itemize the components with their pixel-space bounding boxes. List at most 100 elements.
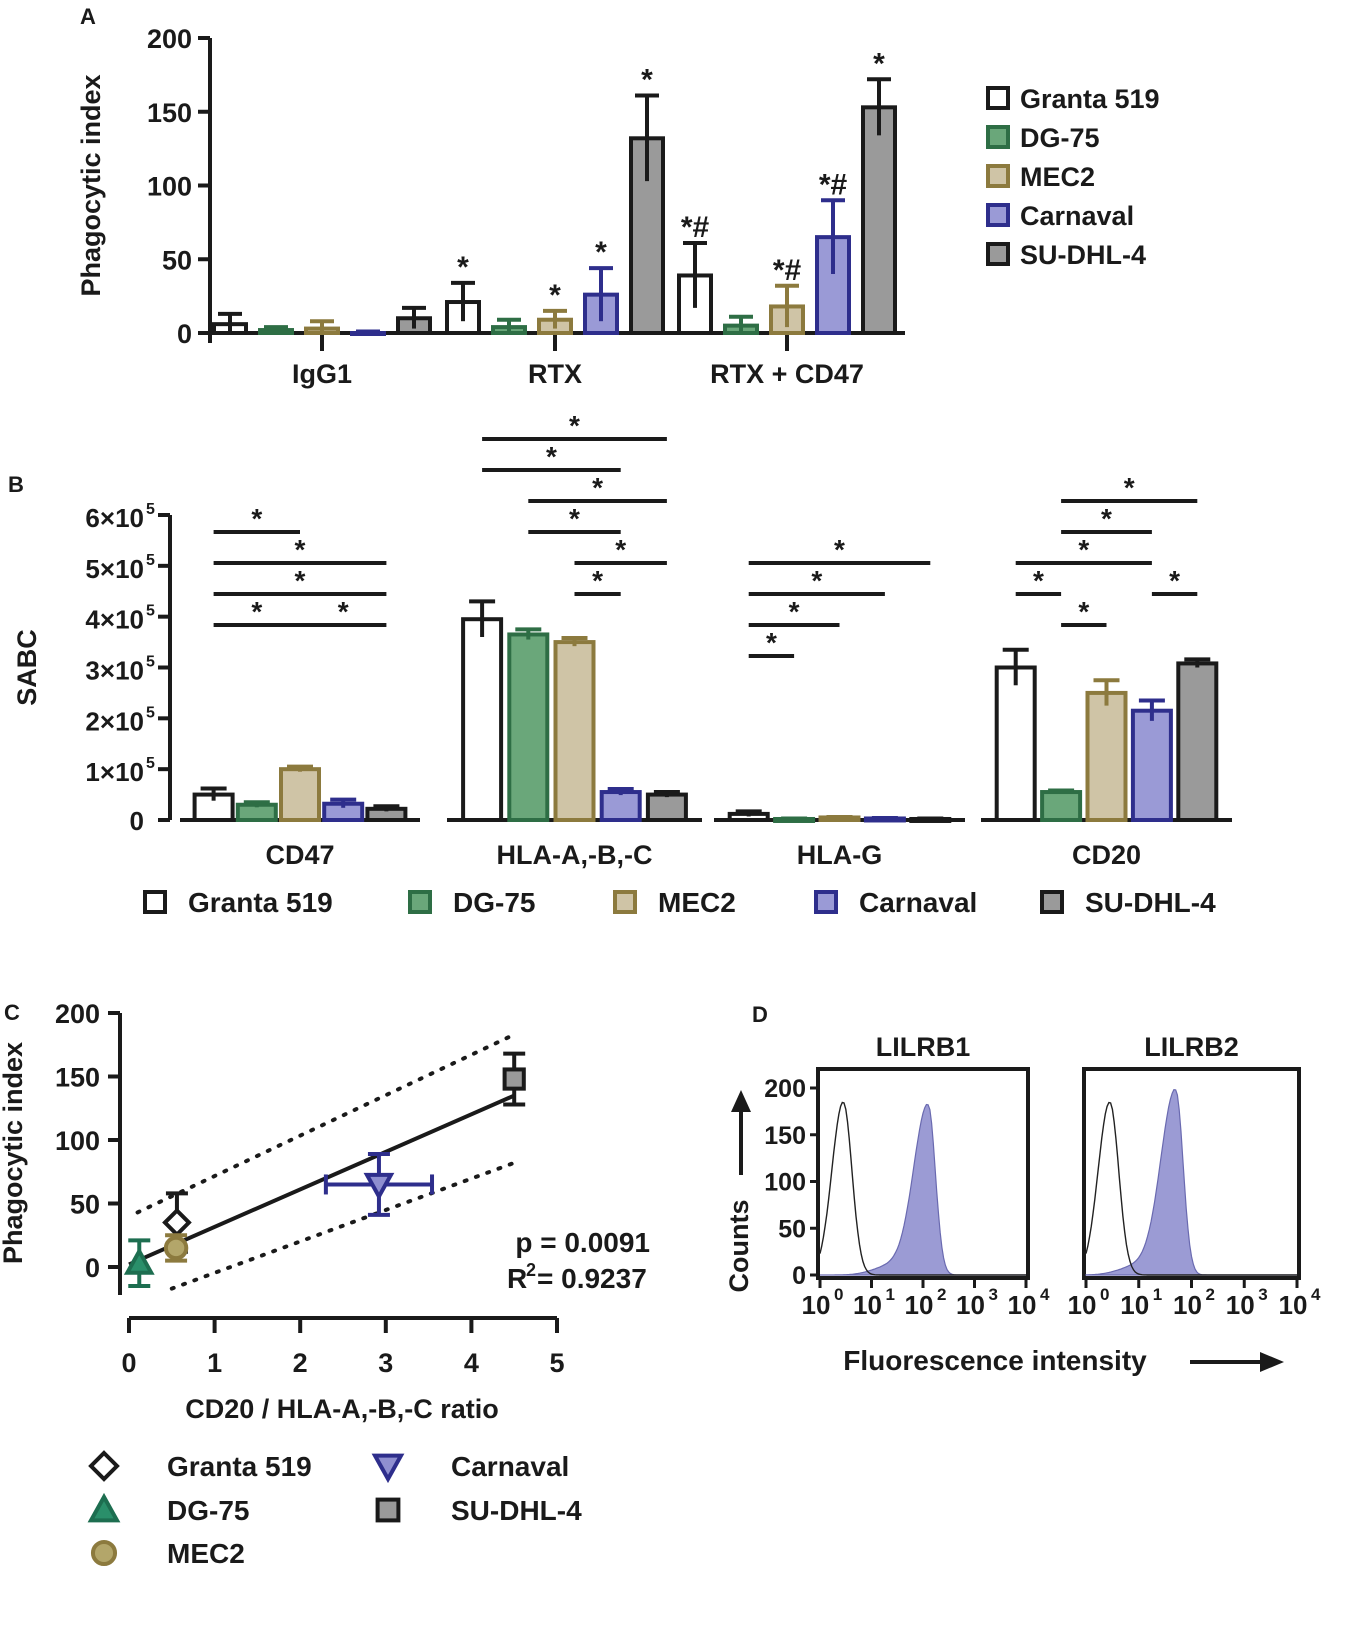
panel-label-b: B bbox=[8, 472, 24, 497]
y-tick-label: 200 bbox=[764, 1075, 806, 1103]
x-tick-label: 5 bbox=[549, 1348, 564, 1378]
bar bbox=[461, 617, 504, 822]
r-squared-value: = 0.9237 bbox=[537, 1263, 647, 1294]
x-tick-exponent: 0 bbox=[834, 1285, 843, 1304]
significance-mark: * bbox=[873, 47, 885, 80]
x-tick-label: RTX + CD47 bbox=[710, 359, 864, 389]
legend-label: DG-75 bbox=[453, 887, 535, 918]
significance-mark: * bbox=[615, 534, 626, 565]
r-squared-superscript: 2 bbox=[526, 1260, 536, 1280]
panel-label-c: C bbox=[4, 1000, 20, 1025]
x-tick-label: CD47 bbox=[265, 840, 334, 870]
significance-mark: * bbox=[1033, 565, 1044, 596]
legend-swatch bbox=[613, 890, 637, 914]
x-tick-label: 1 bbox=[207, 1348, 222, 1378]
legend-label: Granta 519 bbox=[188, 887, 333, 918]
panel-label-d: D bbox=[752, 1002, 768, 1027]
bar bbox=[279, 767, 321, 823]
y-tick-exponent: 5 bbox=[146, 654, 155, 671]
significance-mark: * bbox=[789, 596, 800, 627]
y-tick-label: 100 bbox=[147, 172, 192, 202]
bar bbox=[1130, 708, 1173, 822]
x-tick-label: HLA-A,-B,-C bbox=[497, 840, 653, 870]
bar bbox=[861, 105, 897, 335]
significance-mark: * bbox=[251, 503, 262, 534]
x-tick-base: 10 bbox=[1279, 1290, 1308, 1320]
significance-mark: * bbox=[811, 565, 822, 596]
x-tick-label: 3 bbox=[378, 1348, 393, 1378]
marker-circle bbox=[90, 1539, 118, 1567]
legend-swatch bbox=[986, 125, 1010, 149]
legend-label: MEC2 bbox=[167, 1538, 245, 1569]
histogram-title: LILRB1 bbox=[876, 1032, 971, 1062]
legend-label: Carnaval bbox=[1020, 201, 1134, 231]
y-axis-arrow-head bbox=[731, 1090, 751, 1112]
isotype-histogram bbox=[1085, 1101, 1297, 1276]
legend-swatch bbox=[143, 890, 167, 914]
bar bbox=[1085, 690, 1128, 823]
y-tick-label: 0 bbox=[177, 319, 192, 349]
significance-mark: * bbox=[641, 64, 653, 97]
y-axis-title: Phagocytic index bbox=[0, 1042, 28, 1264]
legend-label: SU-DHL-4 bbox=[1020, 240, 1146, 270]
significance-mark: * bbox=[549, 279, 561, 312]
x-tick-label: 4 bbox=[464, 1348, 479, 1378]
x-tick-base: 10 bbox=[1008, 1290, 1037, 1320]
panel-c-scatter-chart: 0 50 100 150 200 0 1 2 3 4 5 CD20 / HLA-A,-B,-C rat… bbox=[0, 999, 650, 1569]
significance-mark: * bbox=[1169, 565, 1180, 596]
y-tick-label: 200 bbox=[55, 999, 100, 1029]
x-tick-label: HLA-G bbox=[797, 840, 882, 870]
legend-label: SU-DHL-4 bbox=[451, 1495, 582, 1526]
x-tick-label: RTX bbox=[528, 359, 582, 389]
significance-mark: * bbox=[457, 251, 469, 284]
significance-mark: * bbox=[592, 472, 603, 503]
significance-mark: * bbox=[251, 596, 262, 627]
significance-mark: *# bbox=[819, 168, 848, 201]
legend-swatch bbox=[408, 890, 432, 914]
y-axis-title: Phagocytic index bbox=[76, 74, 106, 296]
marker-square bbox=[375, 1497, 401, 1523]
y-tick-exponent: 5 bbox=[146, 552, 155, 569]
y-tick-label: 150 bbox=[764, 1122, 806, 1150]
ci-lower-line bbox=[169, 1160, 517, 1291]
significance-mark: * bbox=[1124, 472, 1135, 503]
y-tick-label: 100 bbox=[55, 1126, 100, 1156]
y-tick-exponent: 5 bbox=[146, 704, 155, 721]
y-tick-exponent: 5 bbox=[146, 603, 155, 620]
x-axis-title: Fluorescence intensity bbox=[843, 1345, 1147, 1376]
x-tick-exponent: 2 bbox=[1206, 1285, 1215, 1304]
y-tick-label: 50 bbox=[162, 245, 192, 275]
significance-mark: * bbox=[1078, 596, 1089, 627]
y-tick-label: 200 bbox=[147, 24, 192, 54]
significance-mark: * bbox=[592, 565, 603, 596]
y-tick-label: 50 bbox=[70, 1190, 100, 1220]
panel-a-bar-chart: 0 50 100 150 200 Phagocytic index IgG1 RTX * * * * R… bbox=[76, 24, 1160, 389]
x-tick-exponent: 4 bbox=[1311, 1285, 1321, 1304]
significance-mark: * bbox=[834, 534, 845, 565]
x-tick-base: 10 bbox=[1120, 1290, 1149, 1320]
y-tick-label: 100 bbox=[764, 1169, 806, 1197]
x-tick-base: 10 bbox=[853, 1290, 882, 1320]
significance-mark: * bbox=[295, 565, 306, 596]
legend-swatch bbox=[986, 203, 1010, 227]
y-tick-label: 0 bbox=[792, 1262, 806, 1290]
marker-triangle-up bbox=[87, 1492, 121, 1523]
x-tick-exponent: 3 bbox=[1258, 1285, 1267, 1304]
significance-mark: * bbox=[569, 410, 580, 441]
x-tick-exponent: 2 bbox=[937, 1285, 946, 1304]
y-tick-exponent: 5 bbox=[146, 755, 155, 772]
legend-label: MEC2 bbox=[658, 887, 736, 918]
legend-label: MEC2 bbox=[1020, 162, 1095, 192]
y-tick-label: 4×10 bbox=[85, 605, 144, 635]
y-tick-label: 150 bbox=[55, 1063, 100, 1093]
significance-mark: *# bbox=[681, 211, 710, 244]
y-tick-label: 2×10 bbox=[85, 706, 144, 736]
marker-triangle-up bbox=[123, 1247, 155, 1275]
y-tick-label: 3×10 bbox=[85, 656, 144, 686]
significance-mark: * bbox=[595, 236, 607, 269]
y-tick-label: 6×10 bbox=[85, 503, 144, 533]
histogram-frame bbox=[1082, 1067, 1301, 1280]
x-tick-label: CD20 bbox=[1072, 840, 1141, 870]
x-tick-label: IgG1 bbox=[292, 359, 352, 389]
significance-mark: * bbox=[295, 534, 306, 565]
